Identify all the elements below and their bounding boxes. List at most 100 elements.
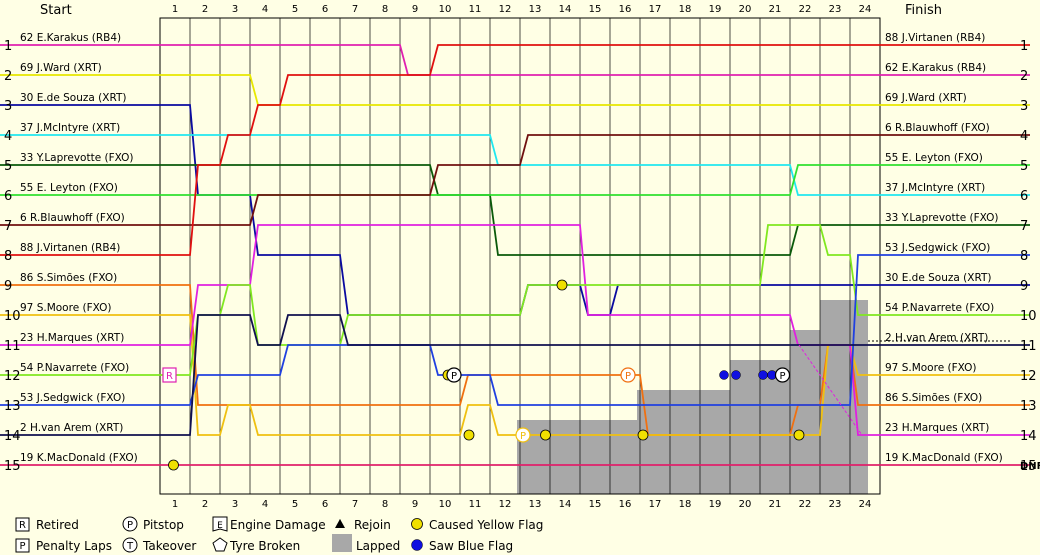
lapped-region: [637, 390, 730, 494]
finish-driver-label: 53 J.Sedgwick (FXO): [885, 242, 990, 254]
lap-label-top: 15: [589, 4, 602, 15]
pitstop-letter: P: [779, 371, 785, 382]
position-lines: [0, 44, 1030, 466]
pitstop-marker: [446, 367, 462, 383]
position-label-right: 13: [1020, 399, 1037, 414]
lap-label-bottom: 19: [709, 499, 722, 510]
position-label-left: 2: [4, 69, 12, 84]
finish-title: Finish: [905, 3, 942, 18]
finish-driver-label: 37 J.McIntyre (XRT): [885, 182, 985, 194]
legend-box-letter: R: [19, 520, 26, 531]
series-line: [0, 104, 1030, 316]
lap-label-top: 8: [382, 4, 388, 15]
legend-circle-letter: T: [126, 541, 134, 552]
legend-label: Engine Damage: [230, 518, 326, 532]
position-label-right: 11: [1020, 339, 1037, 354]
finish-driver-label: 23 H.Marques (XRT): [885, 422, 989, 434]
lap-label-bottom: 15: [589, 499, 602, 510]
lap-label-bottom: 17: [649, 499, 662, 510]
series-line: [0, 74, 1030, 106]
finish-driver-label: 33 Y.Laprevotte (FXO): [885, 212, 999, 224]
blue-flag-marker: [758, 370, 768, 380]
lap-label-bottom: 20: [739, 499, 752, 510]
series-line: [0, 284, 1030, 436]
lap-label-bottom: 11: [469, 499, 482, 510]
retired-letter: R: [166, 371, 173, 382]
start-driver-label: 30 E.de Souza (XRT): [20, 92, 127, 104]
lap-label-bottom: 5: [292, 499, 298, 510]
blue-flag-marker: [731, 370, 741, 380]
lap-label-top: 22: [799, 4, 812, 15]
legend: R Retired P Penalty Laps P Pitstop T Takeover E E…: [15, 516, 543, 553]
yellow-flag-icon: [411, 518, 423, 530]
position-label-left: 8: [4, 249, 12, 264]
lap-label-top: 17: [649, 4, 662, 15]
lapped-region: [790, 330, 820, 494]
lap-label-top: 9: [412, 4, 418, 15]
lap-label-top: 5: [292, 4, 298, 15]
finish-driver-label: 86 S.Simões (FXO): [885, 392, 982, 404]
lap-label-top: 6: [322, 4, 328, 15]
position-label-right: 8: [1020, 249, 1028, 264]
start-driver-label: 97 S.Moore (FXO): [20, 302, 112, 314]
position-label-left: 11: [4, 339, 21, 354]
lap-label-top: 19: [709, 4, 722, 15]
finish-driver-label: 30 E.de Souza (XRT): [885, 272, 992, 284]
position-label-left: 9: [4, 279, 12, 294]
start-driver-label: 54 P.Navarrete (FXO): [20, 362, 129, 374]
legend-circle-letter: P: [127, 520, 133, 531]
lap-label-bottom: 9: [412, 499, 418, 510]
retired-dashed-line: [798, 344, 863, 436]
series-line: [0, 224, 1030, 376]
lapped-region: [820, 300, 868, 494]
lap-label-top: 14: [559, 4, 572, 15]
start-driver-label: 88 J.Virtanen (RB4): [20, 242, 120, 254]
start-driver-label: 33 Y.Laprevotte (FXO): [20, 152, 134, 164]
finish-driver-label: 97 S.Moore (FXO): [885, 362, 977, 374]
yellow-flag-marker: [540, 429, 551, 441]
lap-label-bottom: 3: [232, 499, 238, 510]
finish-driver-label: 88 J.Virtanen (RB4): [885, 32, 985, 44]
start-driver-label: 69 J.Ward (XRT): [20, 62, 102, 74]
lap-label-top: 18: [679, 4, 692, 15]
lap-label-bottom: 10: [439, 499, 452, 510]
legend-label: Penalty Laps: [36, 539, 112, 553]
legend-label: Caused Yellow Flag: [429, 518, 543, 532]
start-driver-label: 37 J.McIntyre (XRT): [20, 122, 120, 134]
lap-label-bottom: 24: [859, 499, 872, 510]
position-label-right: 15: [1020, 459, 1037, 474]
position-label-left: 4: [4, 129, 12, 144]
start-driver-label: 86 S.Simões (FXO): [20, 272, 117, 284]
position-label-right: 14: [1020, 429, 1037, 444]
position-label-left: 13: [4, 399, 21, 414]
finish-driver-label: 19 K.MacDonald (FXO): [885, 452, 1003, 464]
position-label-right: 1: [1020, 39, 1028, 54]
start-driver-label: 19 K.MacDonald (FXO): [20, 452, 138, 464]
position-label-right: 4: [1020, 129, 1028, 144]
lap-label-top: 16: [619, 4, 632, 15]
legend-label: Lapped: [356, 539, 400, 553]
lap-label-top: 23: [829, 4, 842, 15]
lap-label-bottom: 8: [382, 499, 388, 510]
lap-label-top: 4: [262, 4, 268, 15]
pitstop-marker: [620, 367, 636, 383]
position-label-right: 9: [1020, 279, 1028, 294]
finish-driver-label: 62 E.Karakus (RB4): [885, 62, 986, 74]
position-label-left: 15: [4, 459, 21, 474]
lap-label-bottom: 7: [352, 499, 358, 510]
pitstop-letter: P: [520, 431, 526, 442]
legend-box-icon: [15, 517, 30, 532]
legend-label: Pitstop: [143, 518, 184, 532]
position-label-left: 14: [4, 429, 21, 444]
series-line: [0, 134, 1030, 226]
yellow-flag-marker: [637, 429, 649, 441]
lap-label-bottom: 1: [172, 499, 178, 510]
lap-label-bottom: 16: [619, 499, 632, 510]
series-line: [0, 254, 1030, 406]
series-line: [0, 44, 1030, 256]
legend-label: Takeover: [142, 539, 196, 553]
position-label-right: 6: [1020, 189, 1028, 204]
finish-driver-label: 54 P.Navarrete (FXO): [885, 302, 994, 314]
position-label-right: 7: [1020, 219, 1028, 234]
yellow-flag-marker: [168, 459, 179, 471]
